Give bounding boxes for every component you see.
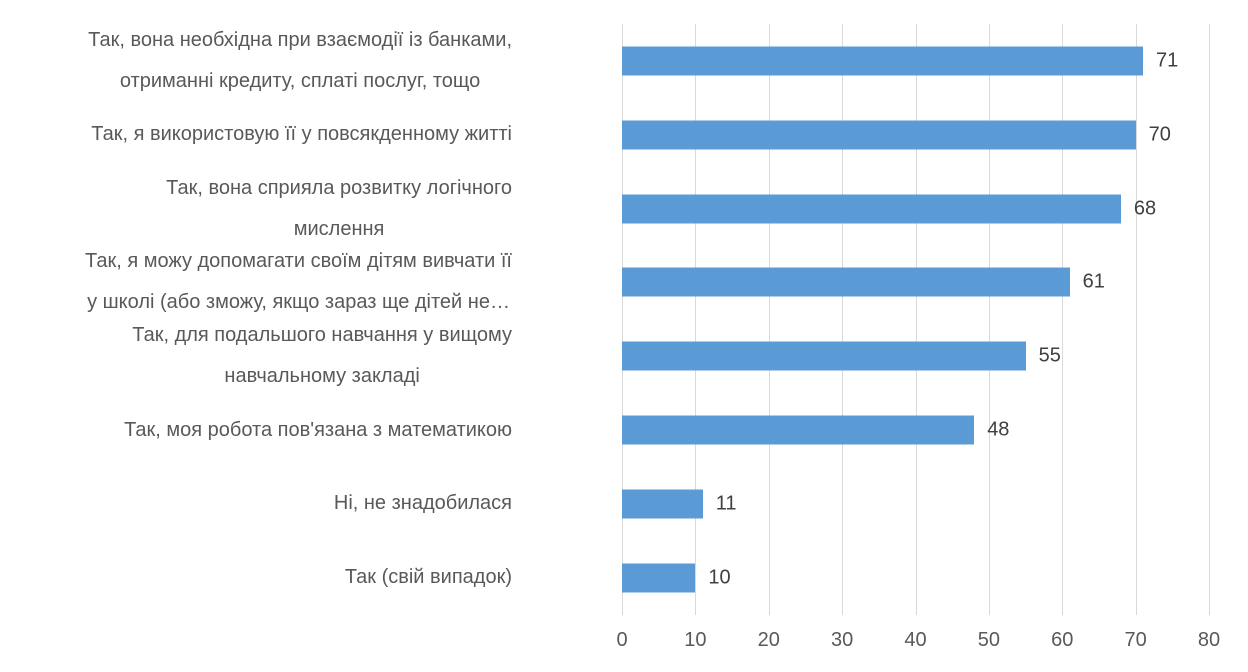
bar [622, 194, 1121, 224]
x-tick-label: 50 [977, 629, 1001, 651]
bar-value-label: 71 [1156, 49, 1179, 72]
x-tick-label: 30 [830, 629, 854, 651]
category-label: Так (свій випадок) [0, 541, 512, 615]
bar-area: 70 [622, 98, 1248, 172]
bar-value-label: 11 [715, 492, 737, 515]
category-label: Так, я використовую її у повсякденному ж… [0, 98, 512, 172]
category-label-text: Так, вона необхідна при взаємодії із бан… [88, 28, 512, 92]
bar-area: 68 [622, 172, 1248, 246]
category-label: Так, для подальшого навчання у вищому на… [0, 319, 512, 393]
bar-area: 55 [622, 319, 1248, 393]
axis-gap [512, 319, 622, 393]
gridline [1209, 24, 1210, 615]
category-label: Так, моя робота пов'язана з математикою [0, 393, 512, 467]
category-label-text: Ні, не знадобилася [333, 492, 512, 515]
x-tick-label: 10 [684, 629, 707, 651]
bar-area: 71 [622, 24, 1248, 98]
axis-gap [512, 246, 622, 320]
chart-row: Так, вона необхідна при взаємодії із бан… [0, 24, 1248, 98]
category-label-text: Так, моя робота пов'язана з математикою [124, 418, 512, 441]
bar-value-label: 68 [1133, 197, 1157, 220]
gridlines [622, 24, 1210, 615]
axis-gap [512, 393, 622, 467]
category-label: Так, вона необхідна при взаємодії із бан… [0, 24, 512, 98]
chart-row: Так, вона сприяла розвитку логічного мис… [0, 172, 1248, 246]
bar-value-label: 70 [1148, 123, 1171, 146]
category-label-text: Так, вона сприяла розвитку логічного мис… [166, 176, 512, 240]
x-tick-label: 0 [616, 629, 628, 651]
bar-area: 10 [622, 541, 1248, 615]
gridline [695, 24, 697, 615]
chart-row: Так (свій випадок) 10 [0, 541, 1248, 615]
chart-rows: Так, вона необхідна при взаємодії із бан… [0, 24, 1248, 615]
axis-gap [512, 172, 622, 246]
x-tick-label: 70 [1124, 629, 1147, 651]
x-tick-label: 60 [1051, 629, 1074, 651]
bar [622, 489, 703, 519]
bar-area: 11 [622, 467, 1248, 541]
gridline [842, 24, 844, 615]
category-label-text: Так, я можу допомагати своїм дітям вивча… [85, 250, 512, 314]
bar-value-label: 10 [708, 566, 731, 589]
x-tick-label: 40 [904, 629, 927, 651]
axis-gap [512, 467, 622, 541]
category-label-text: Так, для подальшого навчання у вищому на… [132, 324, 512, 388]
bar [622, 46, 1143, 76]
chart-row: Так, я використовую її у повсякденному ж… [0, 98, 1248, 172]
chart-row: Так, для подальшого навчання у вищому на… [0, 319, 1248, 393]
bar-value-label: 61 [1082, 270, 1105, 293]
gridline [915, 24, 917, 615]
bar-value-label: 55 [1038, 344, 1061, 367]
axis-gap [512, 24, 622, 98]
bar [622, 415, 975, 445]
category-label-text: Так, я використовую її у повсякденному ж… [91, 123, 512, 146]
category-label-text: Так (свій випадок) [344, 566, 512, 589]
category-label: Так, вона сприяла розвитку логічного мис… [0, 172, 512, 246]
axis-gap [512, 98, 622, 172]
chart-row: Так, я можу допомагати своїм дітям вивча… [0, 246, 1248, 320]
chart-row: Ні, не знадобилася 11 [0, 467, 1248, 541]
bar [622, 267, 1070, 297]
bar-area: 61 [622, 246, 1248, 320]
gridline [768, 24, 770, 615]
x-tick-label: 20 [757, 629, 780, 651]
gridline [622, 24, 623, 615]
chart-row: Так, моя робота пов'язана з математикою 4… [0, 393, 1248, 467]
x-tick-label: 80 [1197, 629, 1221, 651]
bar-value-label: 48 [987, 418, 1010, 441]
bar [622, 563, 696, 593]
bar [622, 341, 1026, 371]
x-axis: 0 10 20 30 40 50 60 70 80 [616, 629, 1220, 657]
bar [622, 120, 1136, 150]
gridline [1062, 24, 1064, 615]
category-label: Ні, не знадобилася [0, 467, 512, 541]
gridline [1135, 24, 1137, 615]
category-label: Так, я можу допомагати своїм дітям вивча… [0, 246, 512, 320]
gridline [988, 24, 990, 615]
bar-area: 48 [622, 393, 1248, 467]
axis-gap [512, 541, 622, 615]
